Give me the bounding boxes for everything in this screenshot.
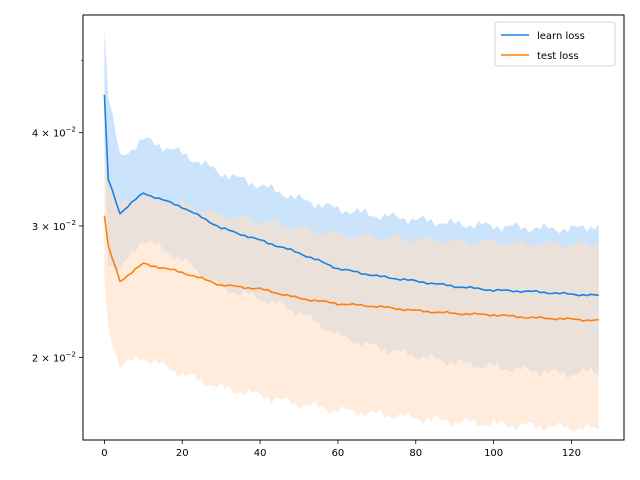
- test-loss-band: [104, 148, 599, 432]
- legend: learn loss test loss: [494, 21, 616, 67]
- x-tick-label: 0: [101, 448, 107, 459]
- x-tick-label: 120: [562, 448, 581, 459]
- x-tick-label: 80: [409, 448, 422, 459]
- x-tick-label: 100: [484, 448, 503, 459]
- y-tick-label: 2 × 10−2: [32, 350, 76, 364]
- test-loss-line: [103, 215, 599, 322]
- y-axis: 2 × 10−2 3 × 10−2 4 × 10−2: [32, 60, 83, 364]
- learn-loss-legend-label: learn loss: [537, 31, 585, 42]
- series-lines: [103, 94, 599, 322]
- x-axis: 0 20 40 60 80 100 120: [101, 440, 581, 459]
- x-tick-label: 60: [332, 448, 345, 459]
- learn-loss-line: [103, 94, 599, 297]
- x-tick-label: 40: [254, 448, 267, 459]
- y-tick-label: 3 × 10−2: [32, 219, 76, 233]
- confidence-bands: [104, 28, 599, 432]
- test-loss-legend-label: test loss: [537, 51, 579, 62]
- plot-frame: [82, 14, 625, 441]
- x-tick-label: 20: [176, 448, 189, 459]
- y-tick-label: 4 × 10−2: [32, 126, 76, 140]
